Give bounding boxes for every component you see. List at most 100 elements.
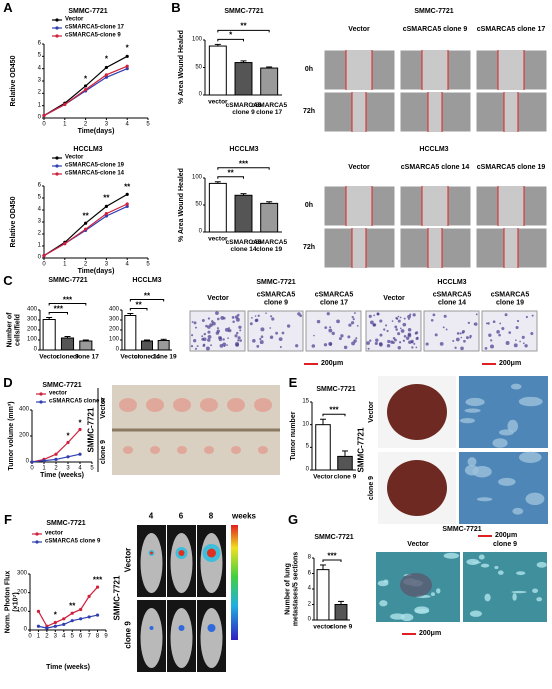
significance-bracket — [48, 312, 68, 315]
y-tick-label: 2 — [307, 601, 311, 608]
cell — [194, 347, 198, 350]
annotation: * — [53, 610, 57, 620]
cell — [498, 333, 501, 337]
data-point — [104, 73, 108, 77]
cell — [201, 319, 205, 322]
legend-label: vector — [45, 530, 64, 537]
legend-label: cSMARCA5 clone 9 — [49, 398, 105, 405]
image-title: SMMC-7721 — [256, 279, 296, 287]
x-tick-label: Vector — [39, 353, 60, 361]
tumor — [200, 398, 218, 412]
x-tick-label: 0 — [42, 121, 46, 128]
chart-title: HCCLM3 — [132, 277, 162, 285]
panel-letter: D — [3, 374, 13, 390]
y-tick-label: 0 — [198, 228, 202, 235]
y-tick-label: 300 — [16, 570, 27, 577]
y-axis-label: Tumor number — [290, 411, 298, 461]
x-tick-label: 2 — [83, 261, 88, 268]
y-tick-label: 4 — [307, 585, 311, 592]
x-tick-label: Vector — [120, 353, 141, 361]
x-tick-label: 4 — [62, 633, 66, 640]
cell — [350, 321, 355, 325]
chart-title: SMMC-7721 — [48, 277, 88, 285]
column-label: Vector — [348, 164, 370, 172]
legend-label: cSMARCA5-clone 14 — [65, 170, 125, 177]
cell — [281, 331, 285, 335]
tissue — [472, 465, 492, 478]
x-tick-label: 4 — [78, 465, 82, 472]
x-tick-label: 2 — [45, 633, 49, 640]
cell — [394, 325, 398, 329]
significance-bracket — [217, 38, 244, 42]
column-label: cSMARCA5 clone 9 — [256, 291, 296, 306]
scale-label: 200μm — [419, 630, 442, 638]
image-title: SMMC-7721 — [442, 526, 482, 534]
cell — [403, 334, 407, 338]
cell — [297, 312, 301, 316]
panel-letter: C — [3, 272, 13, 288]
cell — [194, 326, 197, 329]
bar — [337, 455, 353, 471]
column-label: 8 — [208, 511, 214, 521]
y-tick-label: 0 — [37, 114, 41, 121]
x-tick-label: 8 — [95, 633, 100, 640]
cell — [254, 319, 258, 323]
cell — [216, 317, 220, 321]
bar — [234, 62, 253, 96]
legend-label: Vector — [65, 154, 84, 161]
cell — [443, 314, 447, 318]
cell — [399, 327, 402, 330]
image-title: SMMC-7721 — [356, 427, 366, 473]
data-point — [125, 64, 129, 68]
tissue — [484, 593, 491, 602]
legend-marker — [39, 392, 43, 396]
data-point — [79, 607, 83, 612]
significance-label: *** — [329, 405, 339, 415]
cell — [227, 330, 230, 332]
annotation: ** — [82, 211, 89, 221]
chart-title: SMMC-7721 — [68, 8, 108, 16]
x-tick-label: 5 — [146, 261, 150, 268]
legend-marker — [55, 18, 59, 22]
cell — [235, 317, 240, 322]
x-tick-label: clone 17 — [72, 353, 99, 361]
cell — [521, 335, 525, 339]
column-label: 6 — [178, 511, 184, 521]
cell — [474, 322, 478, 326]
y-tick-label: 6 — [37, 40, 41, 47]
data-point — [104, 214, 108, 218]
x-tick-label: 3 — [53, 633, 57, 640]
cell — [286, 324, 291, 328]
signal-core — [150, 551, 153, 555]
column-label: cSMARCA5 clone 17 — [314, 291, 354, 306]
y-axis-label: Relative OD450 — [10, 55, 18, 107]
cell — [191, 321, 194, 323]
chart-title: HCCLM3 — [73, 146, 103, 154]
x-tick-label: 4 — [125, 261, 129, 268]
cell — [369, 339, 372, 342]
cell — [463, 339, 466, 343]
legend-label: cSMARCA5-clone 19 — [65, 162, 125, 169]
cell — [516, 319, 520, 323]
cell — [445, 328, 448, 331]
series-line — [31, 429, 81, 463]
cell — [265, 312, 267, 314]
row-label: clone 9 — [368, 475, 376, 501]
significance-bracket — [322, 413, 346, 417]
tissue — [430, 592, 436, 597]
y-tick-label: 10 — [302, 421, 309, 428]
y-axis-label: Number of lung metastases/5 sections — [284, 551, 299, 627]
cell — [331, 331, 335, 336]
cell — [235, 342, 240, 347]
cell — [196, 345, 199, 348]
significance-bracket — [322, 559, 342, 562]
series-line — [43, 193, 128, 257]
cell — [202, 337, 207, 342]
data-point — [95, 585, 100, 589]
cell — [524, 344, 528, 348]
cell — [459, 332, 462, 335]
data-point — [54, 452, 58, 456]
cell — [379, 342, 383, 347]
cell — [207, 317, 211, 320]
significance-label: *** — [53, 304, 63, 314]
